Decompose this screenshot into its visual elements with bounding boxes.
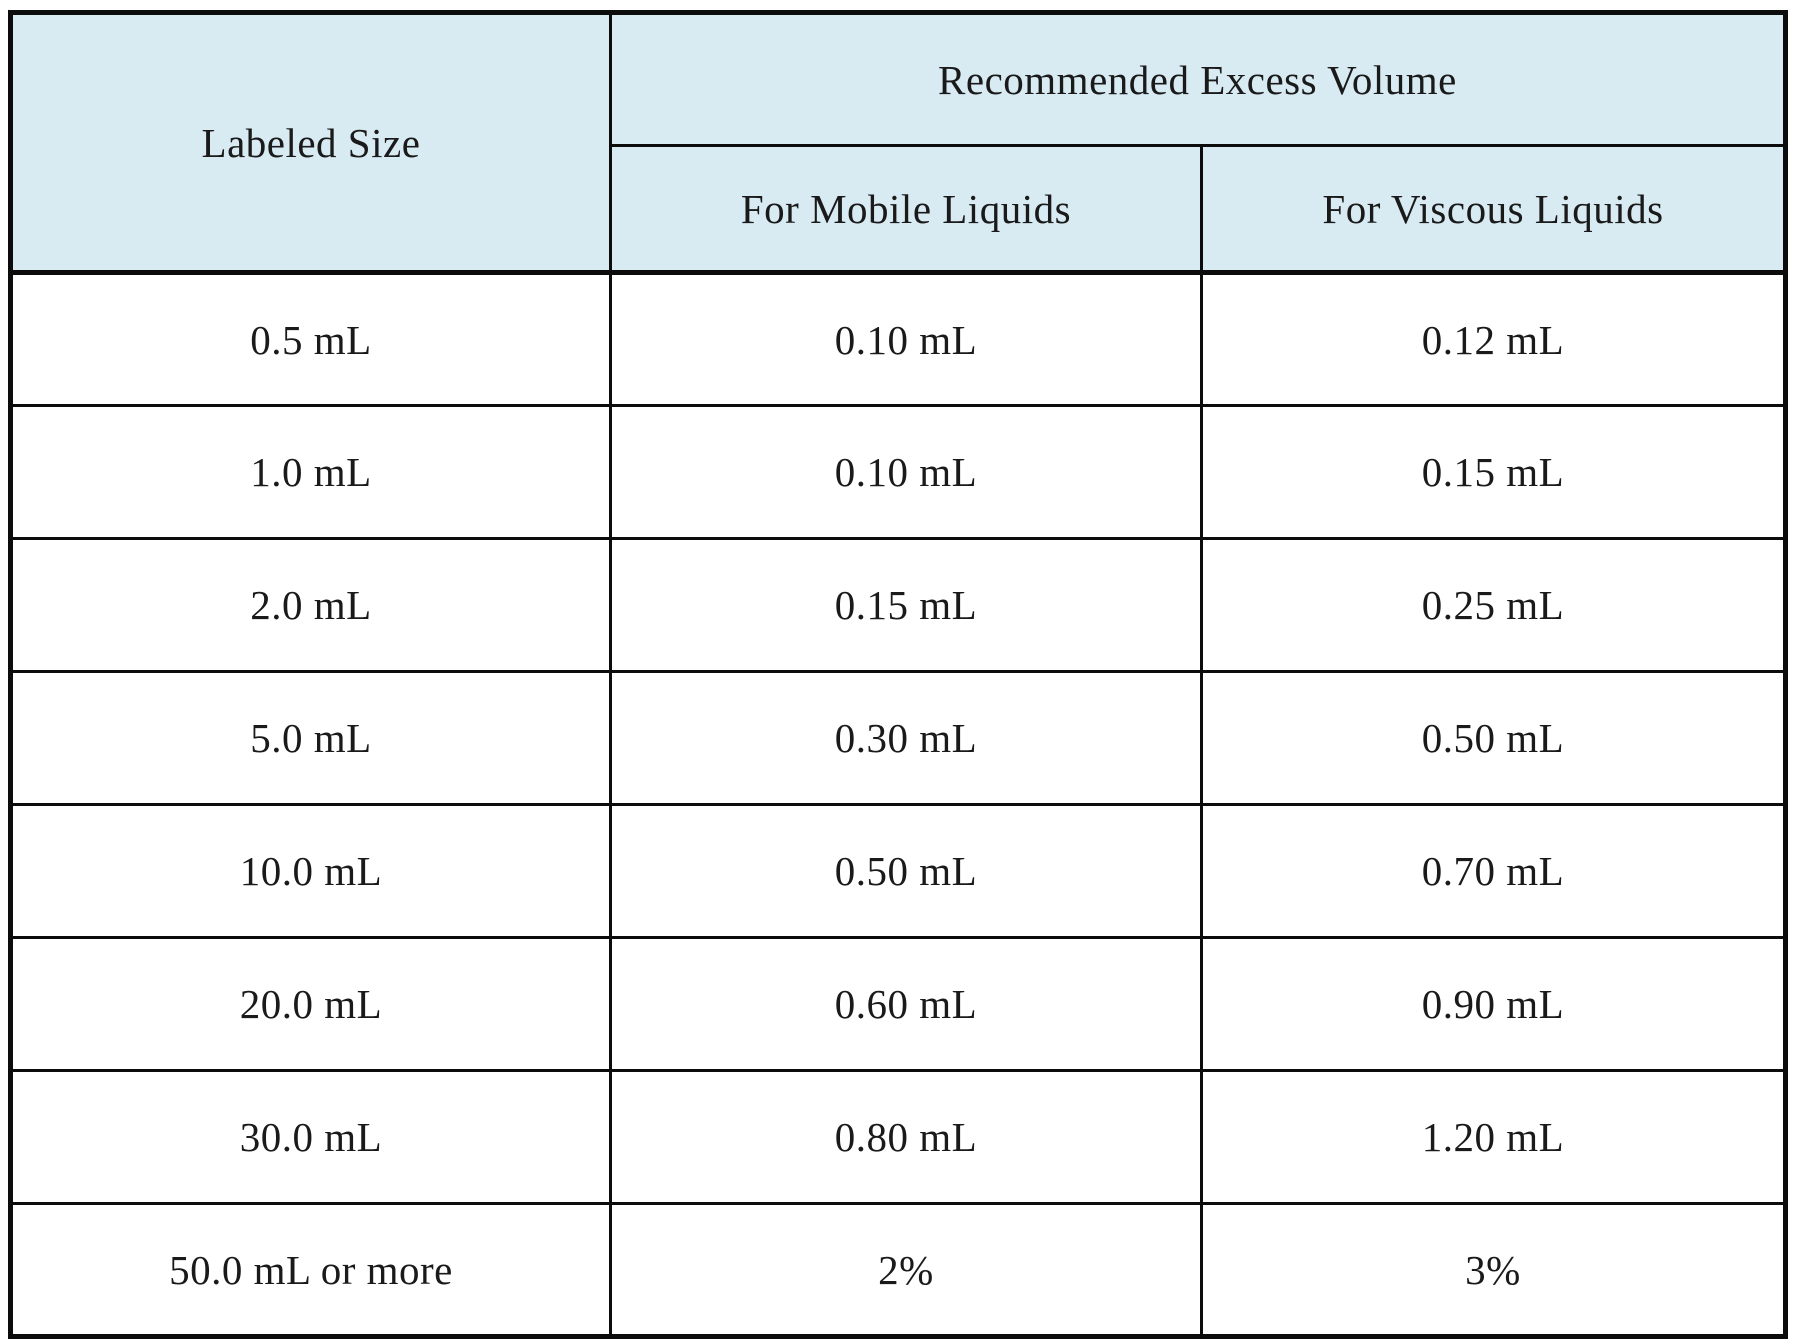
cell-viscous-liquids: 0.25 mL [1200,537,1787,673]
cell-mobile-liquids: 0.80 mL [608,1069,1204,1205]
cell-labeled-size: 5.0 mL [9,670,612,806]
cell-mobile-liquids: 0.50 mL [608,803,1204,939]
header-row-group: Labeled Size Recommended Excess Volume [9,11,1788,274]
cell-mobile-liquids: 0.10 mL [608,271,1204,407]
cell-labeled-size: 2.0 mL [9,537,612,673]
table-row: 5.0 mL 0.30 mL 0.50 mL [9,670,1787,806]
header-excess-volume-group: Recommended Excess Volume [608,11,1788,147]
cell-viscous-liquids: 0.70 mL [1200,803,1787,939]
header-mobile-liquids: For Mobile Liquids [608,144,1204,274]
table-row: 2.0 mL 0.15 mL 0.25 mL [9,537,1787,673]
cell-labeled-size: 1.0 mL [9,404,612,540]
table-header: Labeled Size Recommended Excess Volume F… [9,11,1788,274]
cell-viscous-liquids: 0.15 mL [1200,404,1787,540]
cell-mobile-liquids: 0.15 mL [608,537,1204,673]
table-row: 0.5 mL 0.10 mL 0.12 mL [9,271,1787,407]
cell-viscous-liquids: 0.12 mL [1200,271,1787,407]
cell-labeled-size: 0.5 mL [9,271,612,407]
table-row: 30.0 mL 0.80 mL 1.20 mL [9,1069,1787,1205]
header-row-sub: For Mobile Liquids For Viscous Liquids [11,144,1787,274]
table-row: 20.0 mL 0.60 mL 0.90 mL [9,936,1787,1072]
cell-viscous-liquids: 0.50 mL [1200,670,1787,806]
cell-mobile-liquids: 0.10 mL [608,404,1204,540]
cell-mobile-liquids: 2% [608,1202,1204,1338]
cell-mobile-liquids: 0.60 mL [608,936,1204,1072]
table-body: 0.5 mL 0.10 mL 0.12 mL 1.0 mL 0.10 mL 0.… [9,271,1787,1338]
table-row: 10.0 mL 0.50 mL 0.70 mL [9,803,1787,939]
header-labeled-size: Labeled Size [9,11,612,274]
cell-viscous-liquids: 3% [1200,1202,1787,1338]
excess-volume-table: Labeled Size Recommended Excess Volume F… [8,10,1788,1339]
cell-viscous-liquids: 1.20 mL [1200,1069,1787,1205]
cell-labeled-size: 20.0 mL [9,936,612,1072]
cell-viscous-liquids: 0.90 mL [1200,936,1787,1072]
cell-mobile-liquids: 0.30 mL [608,670,1204,806]
cell-labeled-size: 10.0 mL [9,803,612,939]
table-row: 1.0 mL 0.10 mL 0.15 mL [9,404,1787,540]
header-viscous-liquids: For Viscous Liquids [1200,144,1787,274]
cell-labeled-size: 50.0 mL or more [9,1202,612,1338]
cell-labeled-size: 30.0 mL [9,1069,612,1205]
table-row: 50.0 mL or more 2% 3% [9,1202,1787,1338]
